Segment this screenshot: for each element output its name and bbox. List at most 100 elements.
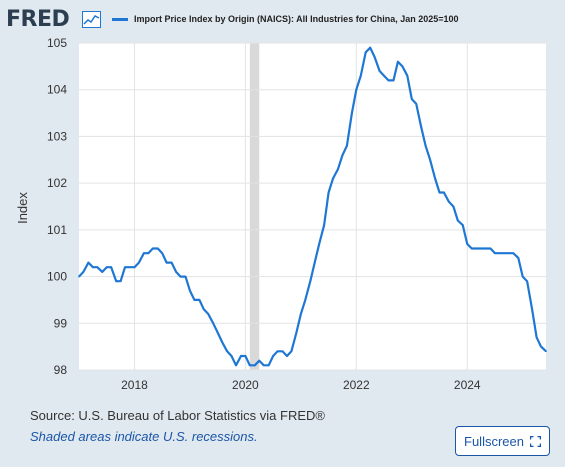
data-point — [212, 322, 215, 325]
data-point — [202, 308, 205, 311]
data-point — [480, 247, 482, 250]
data-point — [540, 345, 542, 348]
chart-legend: Import Price Index by Origin (NAICS): Al… — [112, 14, 459, 24]
data-point — [276, 350, 279, 353]
fred-logo[interactable]: FRED — [6, 7, 70, 32]
data-point — [517, 257, 520, 259]
data-point — [508, 252, 510, 255]
data-point — [92, 266, 94, 269]
data-point — [179, 275, 182, 278]
data-point — [475, 247, 478, 250]
data-point — [521, 275, 524, 278]
data-point — [337, 168, 339, 170]
y-tick-label: 105 — [47, 36, 67, 50]
data-point — [470, 247, 473, 250]
data-point — [240, 355, 242, 357]
data-point — [87, 261, 90, 264]
data-point — [415, 102, 418, 105]
series-layer — [78, 46, 547, 367]
data-point — [484, 247, 487, 250]
data-point — [429, 158, 431, 161]
y-axis-label: Index — [15, 192, 30, 224]
data-point — [355, 88, 358, 91]
y-tick-label: 100 — [47, 270, 67, 284]
data-point — [151, 247, 154, 250]
data-point — [193, 299, 196, 301]
x-tick-label: 2022 — [343, 378, 370, 392]
data-point — [221, 341, 223, 343]
data-point — [281, 350, 284, 353]
data-point — [434, 177, 436, 180]
data-point — [462, 224, 464, 226]
data-point — [226, 350, 228, 353]
data-point — [101, 271, 104, 273]
fullscreen-label: Fullscreen — [464, 433, 524, 449]
y-tick-layer: 98 99 100 101 102 103 104 105 — [47, 36, 67, 377]
data-point — [373, 56, 376, 58]
y-tick-label: 102 — [47, 176, 67, 190]
data-point — [189, 289, 191, 292]
data-point — [124, 266, 126, 269]
data-point — [498, 252, 501, 255]
recession-note: Shaded areas indicate U.S. recessions. — [30, 429, 258, 444]
data-point — [378, 70, 381, 72]
data-point — [503, 252, 506, 255]
data-point — [207, 313, 210, 315]
data-point — [115, 280, 117, 283]
data-point — [313, 261, 316, 264]
data-point — [300, 313, 302, 315]
data-point — [346, 144, 348, 147]
data-point — [531, 308, 533, 311]
header: FRED Import Price Index by Origin (NAICS… — [0, 0, 565, 38]
data-point — [545, 350, 547, 353]
data-point — [392, 79, 395, 82]
y-tick-label: 99 — [54, 316, 68, 330]
chart: 2018 2020 2022 2024 9899100101102103104105 … — [15, 36, 547, 392]
data-point — [82, 271, 85, 273]
data-point — [327, 191, 330, 194]
data-point — [272, 355, 274, 357]
data-point — [424, 144, 427, 147]
y-tick-label: 98 — [54, 363, 68, 377]
data-point — [364, 51, 367, 54]
data-point — [512, 252, 515, 255]
data-point — [96, 266, 99, 269]
data-point — [249, 364, 251, 367]
data-point — [230, 355, 233, 357]
data-point — [406, 74, 409, 77]
data-point — [138, 261, 140, 264]
data-point — [323, 224, 325, 226]
plot-area — [79, 43, 546, 370]
data-point — [129, 266, 131, 269]
fullscreen-button[interactable]: Fullscreen — [455, 426, 550, 456]
data-point — [295, 331, 298, 334]
data-point — [254, 364, 256, 367]
data-point — [267, 364, 270, 367]
data-point — [156, 247, 159, 250]
data-point — [184, 275, 187, 278]
data-point — [452, 205, 455, 208]
data-point — [535, 336, 538, 339]
data-point — [110, 266, 112, 269]
data-point — [341, 154, 344, 156]
data-point — [290, 350, 293, 353]
data-point — [332, 177, 334, 180]
data-point — [420, 126, 423, 128]
y-tick-label: 104 — [47, 83, 67, 97]
data-point — [119, 280, 122, 283]
data-point — [258, 359, 261, 362]
x-tick-label: 2024 — [454, 378, 481, 392]
data-point — [216, 331, 219, 334]
data-point — [489, 247, 492, 250]
legend-label: Import Price Index by Origin (NAICS): Al… — [134, 14, 459, 24]
data-point — [78, 275, 80, 278]
data-point — [286, 355, 288, 357]
data-point — [165, 261, 168, 264]
data-point — [304, 299, 307, 301]
source-text: Source: U.S. Bureau of Labor Statistics … — [30, 408, 325, 423]
data-point — [235, 364, 237, 367]
data-point — [494, 252, 496, 255]
data-point — [457, 219, 459, 222]
data-point — [143, 252, 145, 255]
data-point — [262, 364, 265, 367]
